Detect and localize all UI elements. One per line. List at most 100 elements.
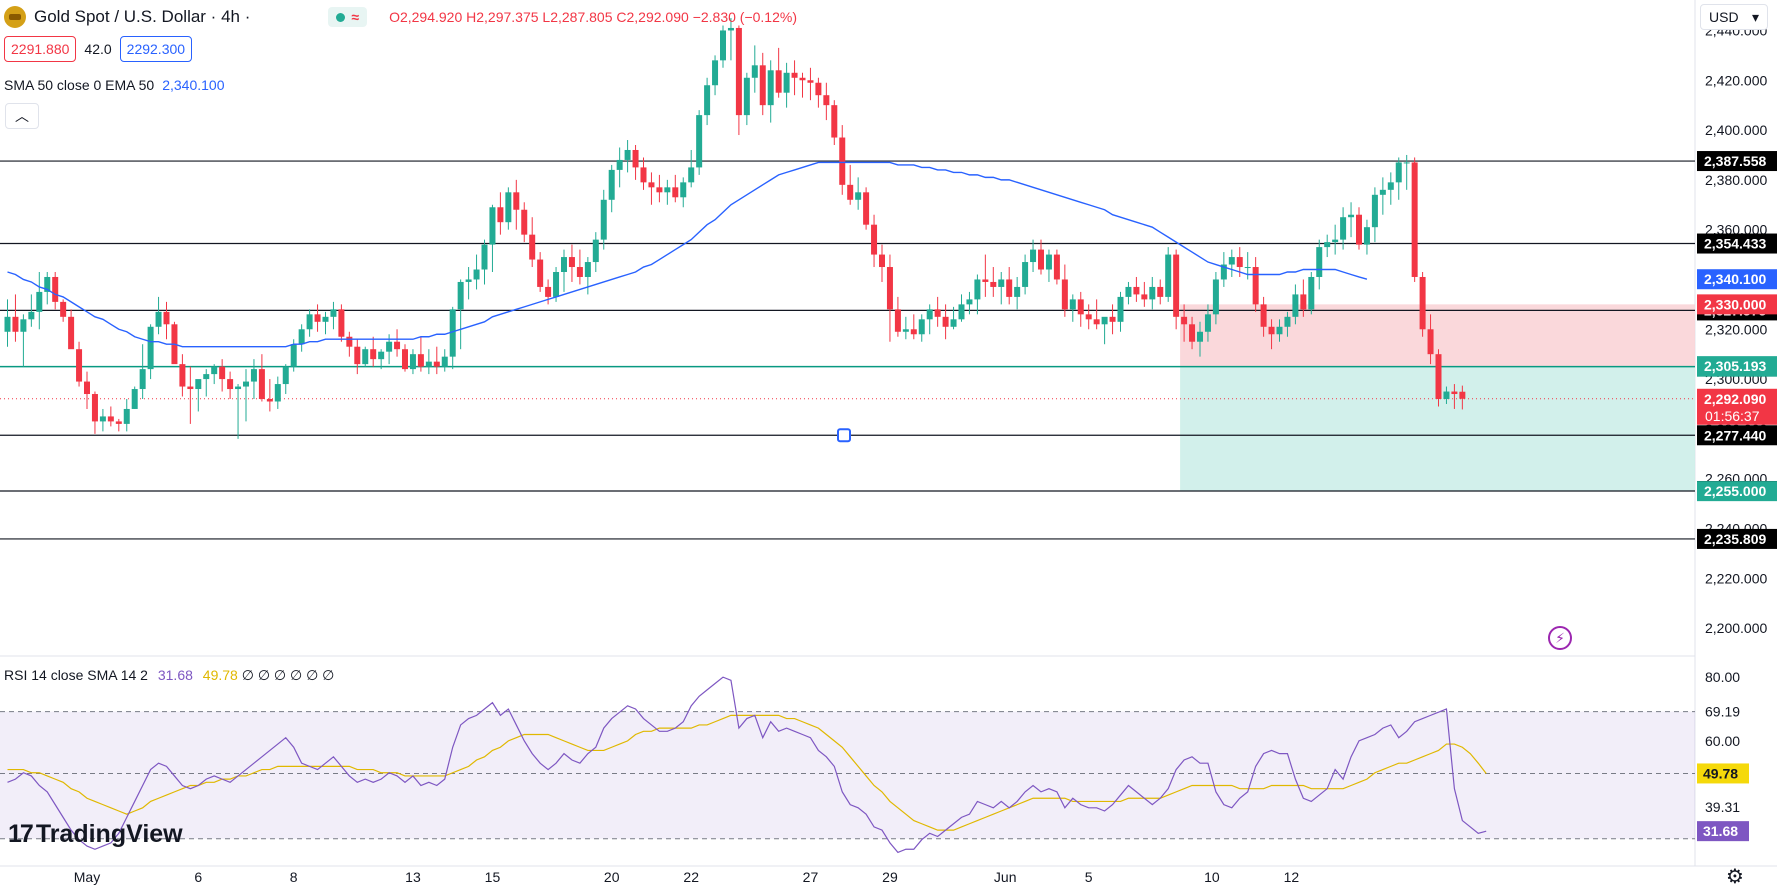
- gear-icon[interactable]: ⚙: [1726, 866, 1744, 888]
- candle-body: [338, 309, 345, 337]
- candle-body: [545, 286, 552, 297]
- candle-body: [537, 259, 544, 287]
- candle-body: [219, 366, 226, 380]
- level-price-label: 2,387.558: [1704, 153, 1766, 169]
- candle-body: [1125, 286, 1132, 297]
- time-axis-tick: 8: [290, 869, 298, 885]
- rsi-line[interactable]: [7, 676, 1487, 854]
- candle-body: [274, 384, 281, 402]
- candle-body: [855, 192, 862, 200]
- candle-body: [704, 85, 711, 116]
- candle-body: [561, 257, 567, 272]
- candle-body: [1030, 249, 1037, 263]
- candle-body: [1348, 214, 1355, 218]
- candle-body: [107, 416, 114, 422]
- candle-body: [529, 234, 536, 260]
- candle-body: [934, 309, 941, 317]
- candle-body: [831, 105, 838, 138]
- candle-body: [1316, 247, 1323, 277]
- candle-body: [735, 27, 742, 116]
- candle-body: [1006, 279, 1013, 297]
- price-label-sma-bg: [1697, 269, 1777, 290]
- gold-symbol-icon: [4, 6, 26, 28]
- sma-legend-value: 2,340.100: [162, 77, 225, 93]
- candle-body: [1292, 294, 1299, 317]
- candle-body: [1181, 316, 1188, 325]
- candle-body: [378, 351, 385, 360]
- candle-body: [894, 309, 901, 332]
- buy-button[interactable]: 2292.300: [119, 36, 193, 62]
- candle-body: [1109, 316, 1116, 322]
- candle-body: [664, 187, 671, 193]
- rsi-axis-tick: 39.31: [1705, 799, 1740, 815]
- candle-body: [131, 389, 138, 409]
- candle-body: [783, 72, 790, 93]
- drawing-handle[interactable]: [837, 428, 851, 443]
- rsi-axis-tick: 80.00: [1705, 669, 1740, 685]
- symbol-title[interactable]: Gold Spot / U.S. Dollar · 4h ·: [34, 7, 251, 26]
- candle-body: [306, 314, 313, 330]
- candle-body: [1022, 262, 1029, 287]
- price-axis-tick: 2,320.000: [1705, 321, 1767, 337]
- collapse-legend-button[interactable]: ︿: [5, 103, 39, 129]
- candle-body: [139, 369, 146, 390]
- candle-body: [1356, 214, 1362, 245]
- candle-body: [576, 267, 583, 277]
- tradingview-mark-icon: 17: [8, 820, 34, 848]
- ohlc-high: H2,297.375: [466, 9, 539, 25]
- time-axis-tick: 15: [485, 869, 501, 885]
- candle-body: [20, 319, 27, 332]
- price-label-green-bg: [1697, 481, 1777, 502]
- time-axis-tick: 12: [1284, 869, 1300, 885]
- level-price-label: 2,235.809: [1704, 531, 1766, 547]
- candle-body: [266, 399, 273, 402]
- candle-body: [1038, 249, 1044, 270]
- candle-body: [743, 77, 750, 116]
- sma50-line[interactable]: [7, 161, 1368, 348]
- candle-body: [211, 366, 218, 375]
- candle-body: [290, 344, 297, 367]
- candle-body: [815, 82, 822, 96]
- rsi-legend[interactable]: RSI 14 close SMA 14 2 31.68 49.78 ∅ ∅ ∅ …: [4, 667, 334, 684]
- time-axis-tick: Jun: [994, 869, 1017, 885]
- candle-body: [886, 267, 893, 310]
- candle-body: [1077, 299, 1084, 315]
- candle-body: [322, 316, 329, 322]
- lightning-icon[interactable]: ⚡: [1548, 626, 1572, 650]
- candle-body: [847, 184, 854, 200]
- candle-body: [1157, 286, 1164, 297]
- candle-body: [640, 167, 647, 183]
- candle-body: [926, 309, 933, 320]
- rsi-price-label: 31.68: [1703, 823, 1738, 839]
- candle-body: [600, 199, 607, 240]
- tradingview-wordmark: TradingView: [35, 820, 183, 848]
- candle-body: [441, 356, 448, 367]
- candle-body: [147, 326, 154, 370]
- candle-body: [386, 341, 393, 352]
- currency-select[interactable]: USD ▾: [1700, 4, 1768, 30]
- market-status-pill[interactable]: ≈: [328, 7, 368, 27]
- candle-body: [394, 341, 401, 350]
- symbol-legend: Gold Spot / U.S. Dollar · 4h · ≈ O2,294.…: [4, 6, 797, 28]
- candle-body: [982, 279, 989, 282]
- price-label-green: 2,305.193: [1704, 358, 1766, 374]
- rsi-sma-line[interactable]: [7, 714, 1487, 831]
- candle-body: [1093, 319, 1100, 325]
- candle-body: [1069, 299, 1076, 310]
- sell-button[interactable]: 2291.880: [4, 36, 77, 62]
- candle-body: [1387, 182, 1394, 190]
- candle-body: [473, 269, 480, 280]
- candle-body: [402, 349, 408, 370]
- rsi-axis-tick: 69.19: [1705, 704, 1740, 720]
- candle-body: [712, 60, 719, 86]
- price-axis-tick: 2,400.000: [1705, 122, 1767, 138]
- candle-body: [314, 314, 321, 322]
- candle-body: [330, 309, 337, 317]
- sma-legend[interactable]: SMA 50 close 0 EMA 50 2,340.100: [4, 77, 225, 93]
- candle-body: [871, 224, 878, 255]
- level-price-label: 2,354.433: [1704, 236, 1766, 252]
- candle-body: [1045, 254, 1052, 270]
- candle-body: [1252, 267, 1259, 305]
- ohlc-change: −2.830 (−0.12%): [692, 9, 797, 25]
